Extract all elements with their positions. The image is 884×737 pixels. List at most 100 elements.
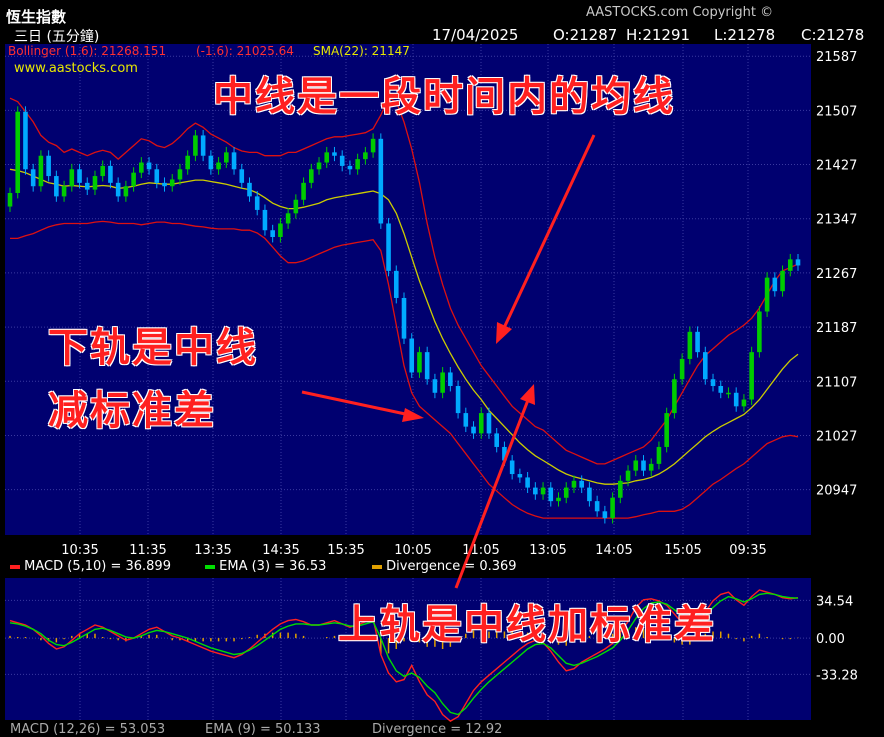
price-panel-bg — [5, 44, 811, 535]
x-tick-label: 10:35 — [61, 543, 98, 558]
candle-body — [432, 379, 438, 393]
candle-body — [169, 179, 175, 187]
x-tick-label: 14:05 — [595, 543, 632, 558]
candle-body — [587, 487, 592, 502]
candle-body — [370, 138, 376, 153]
candle-body — [316, 162, 322, 170]
candle-body — [780, 270, 785, 292]
arrow-lower-head — [402, 408, 424, 422]
macd-panel-bg — [5, 578, 811, 720]
macd-line — [9, 589, 799, 722]
candle-body — [478, 413, 484, 434]
candle-body — [509, 460, 515, 475]
x-tick-label: 11:35 — [129, 543, 166, 558]
candle-body — [216, 162, 221, 170]
candle-body — [502, 446, 507, 461]
period-subtitle: 三日 (五分鐘) — [14, 29, 100, 45]
candle-body — [285, 213, 291, 224]
candle-body — [733, 392, 739, 407]
candle-body — [347, 165, 353, 170]
candle-body — [46, 155, 51, 177]
legend-sma: SMA(22): 21147 — [313, 44, 410, 58]
annotation-lower-1: 下轨是中线 — [48, 325, 258, 371]
candle-body — [517, 474, 523, 478]
candle-body — [177, 169, 183, 180]
candle-body — [672, 379, 677, 414]
candle-body — [278, 223, 283, 238]
candle-body — [625, 470, 631, 481]
x-tick-label: 10:05 — [394, 543, 431, 558]
candle-body — [556, 497, 561, 502]
candle-body — [579, 480, 584, 488]
candle-body — [61, 186, 67, 197]
candle-body — [525, 477, 530, 488]
candle-body — [656, 446, 662, 464]
candle-body — [38, 155, 44, 187]
candle-body — [563, 487, 569, 498]
price-y-tick: 21187 — [816, 321, 857, 336]
candle-body — [471, 426, 476, 434]
candle-body — [618, 480, 623, 498]
arrow-upper-head — [520, 384, 535, 405]
candle-body — [54, 176, 59, 197]
candle-body — [795, 259, 801, 266]
candle-body — [757, 311, 762, 353]
candle-body — [718, 386, 724, 393]
candle-body — [486, 413, 492, 434]
annotation-lower-2: 减标准差 — [48, 388, 216, 434]
legend-divergence-swatch — [372, 564, 382, 569]
candle-body — [455, 386, 461, 414]
legend-ema: EMA (3) = 36.53 — [205, 559, 326, 574]
candle-body — [363, 152, 368, 160]
watermark: www.aastocks.com — [14, 61, 138, 76]
candle-body — [146, 162, 152, 170]
candle-body — [424, 352, 430, 380]
legend-divergence: Divergence = 0.369 — [372, 559, 517, 574]
candle-body — [679, 358, 685, 380]
candle-body — [787, 259, 793, 271]
candle-body — [602, 511, 608, 519]
candle-body — [571, 480, 577, 488]
candle-body — [409, 338, 415, 373]
candle-body — [301, 182, 306, 200]
candle-body — [193, 135, 198, 156]
price-y-tick: 21347 — [816, 213, 857, 228]
price-y-tick: 21267 — [816, 267, 857, 282]
candle-body — [30, 169, 36, 187]
price-y-tick: 20947 — [816, 484, 857, 499]
ohlc-high: H:21291 — [626, 26, 691, 44]
candle-body — [494, 433, 500, 447]
bollinger-lower-line — [10, 220, 799, 519]
ohlc-low: L:21278 — [714, 26, 776, 44]
candle-body — [355, 159, 360, 170]
arrow-upper — [454, 399, 530, 589]
candle-body — [84, 182, 90, 190]
candle-body — [154, 169, 160, 183]
candle-body — [108, 165, 113, 183]
candle-body — [23, 111, 28, 170]
candle-body — [764, 277, 770, 312]
legend-ema-text: EMA (3) = 36.53 — [219, 559, 327, 574]
candle-body — [254, 196, 260, 210]
candle-body — [548, 487, 554, 502]
candle-body — [224, 152, 229, 163]
candle-body — [440, 372, 445, 393]
legend-macd-text: MACD (5,10) = 36.899 — [24, 559, 171, 574]
legend-bollinger-lower: (-1.6): 21025.64 — [196, 44, 294, 58]
price-y-tick: 21587 — [816, 50, 857, 65]
candle-body — [401, 297, 407, 339]
macd-y-tick: 0.00 — [816, 632, 845, 647]
x-tick-label: 14:35 — [262, 543, 299, 558]
candle-body — [540, 487, 546, 495]
x-tick-label: 15:05 — [664, 543, 701, 558]
candle-body — [741, 399, 747, 407]
candle-body — [131, 172, 136, 187]
candle-body — [641, 460, 646, 471]
candle-body — [262, 209, 268, 231]
candle-body — [533, 487, 538, 495]
candle-body — [200, 135, 206, 156]
candle-body — [231, 152, 237, 170]
candle-body — [100, 165, 106, 177]
